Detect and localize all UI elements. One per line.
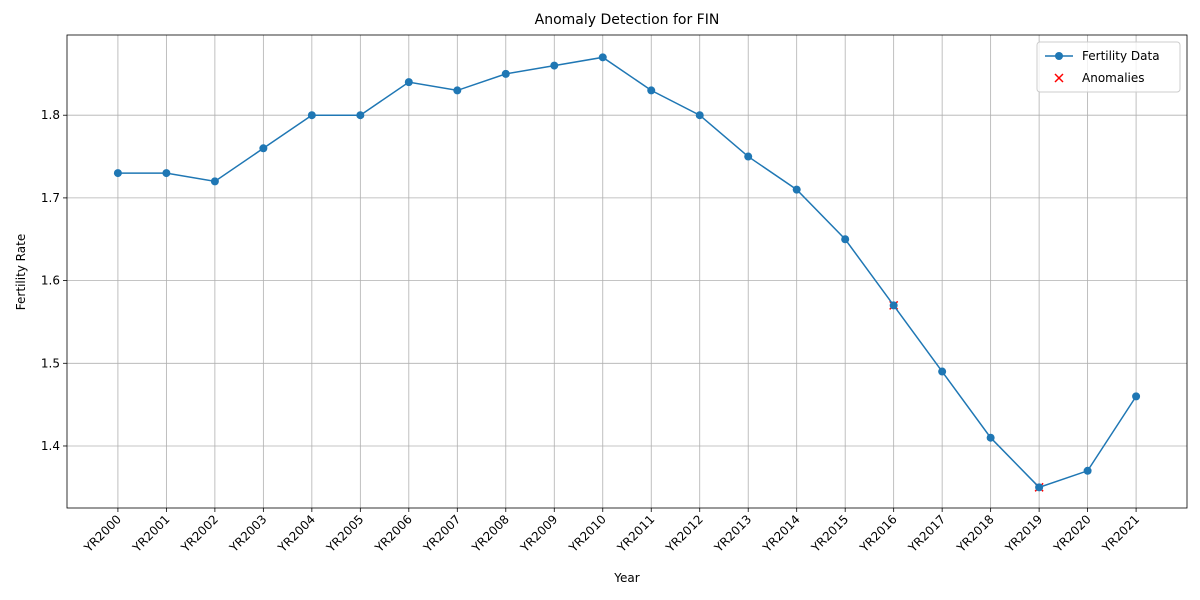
data-point [647, 86, 656, 95]
data-line [117, 56, 1137, 489]
legend-marker [1055, 52, 1063, 60]
data-point [744, 152, 753, 161]
legend-label: Anomalies [1082, 71, 1145, 85]
data-point [162, 169, 171, 178]
data-point [841, 235, 850, 244]
data-point [598, 53, 607, 62]
data-point [259, 144, 268, 153]
data-point [889, 301, 898, 310]
y-tick-label: 1.5 [41, 356, 60, 370]
chart-title: Anomaly Detection for FIN [535, 12, 720, 28]
y-tick-label: 1.4 [41, 439, 60, 453]
data-point [938, 367, 947, 376]
plot-frame [66, 34, 1188, 509]
y-tick-label: 1.8 [41, 108, 60, 122]
legend-label: Fertility Data [1082, 49, 1160, 63]
data-point [550, 61, 559, 70]
data-point [1132, 392, 1141, 401]
data-point [695, 111, 704, 120]
data-point [113, 169, 122, 178]
legend-marker [1054, 73, 1064, 83]
data-point [356, 111, 365, 120]
data-point [453, 86, 462, 95]
data-point [1083, 466, 1092, 475]
data-point [792, 185, 801, 194]
y-axis-label: Fertility Rate [14, 234, 28, 310]
data-point [501, 69, 510, 78]
legend-box [1036, 41, 1181, 93]
x-axis-label: Year [613, 571, 639, 585]
data-point [404, 78, 413, 87]
y-tick-label: 1.6 [41, 274, 60, 288]
y-tick-label: 1.7 [41, 191, 60, 205]
data-point [1035, 483, 1044, 492]
data-point [210, 177, 219, 186]
data-point [307, 111, 316, 120]
data-point [986, 433, 995, 442]
